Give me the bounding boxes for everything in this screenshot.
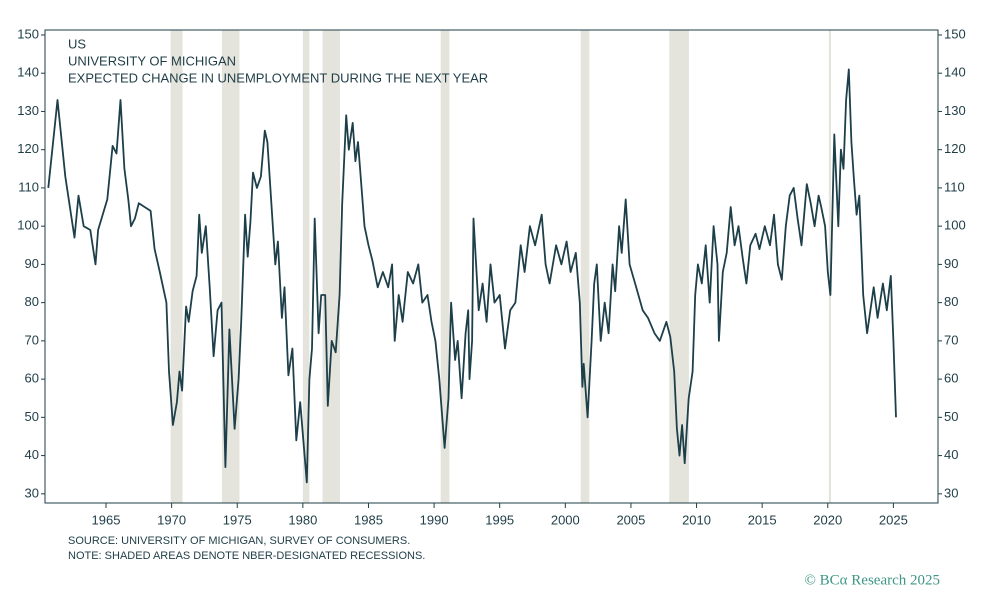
y2-tick-label: 90 <box>944 256 958 271</box>
y-tick-label: 80 <box>25 294 39 309</box>
data-line <box>47 68 897 484</box>
x-tick-label: 1985 <box>354 512 383 527</box>
y-tick-label: 120 <box>17 141 39 156</box>
y-tick-label: 70 <box>25 332 39 347</box>
x-tick-label: 1970 <box>157 512 186 527</box>
y-tick-label: 150 <box>17 26 39 41</box>
y-tick-label: 90 <box>25 256 39 271</box>
y-tick-label: 50 <box>25 409 39 424</box>
y-tick-label: 30 <box>25 485 39 500</box>
credit: © BCα Research 2025 <box>805 572 940 588</box>
chart-title: UNIVERSITY OF MICHIGAN <box>68 53 236 68</box>
y2-tick-label: 30 <box>944 485 958 500</box>
x-tick-label: 2000 <box>551 512 580 527</box>
y2-tick-label: 130 <box>944 103 966 118</box>
x-tick-label: 2015 <box>748 512 777 527</box>
y-tick-label: 100 <box>17 218 39 233</box>
y2-tick-label: 60 <box>944 371 958 386</box>
y-tick-label: 110 <box>18 179 39 194</box>
recession-band <box>440 30 450 503</box>
recession-band <box>170 30 183 503</box>
y2-tick-label: 100 <box>944 218 966 233</box>
x-tick-label: 1990 <box>420 512 449 527</box>
recession-band <box>322 30 340 503</box>
source-note: NOTE: SHADED AREAS DENOTE NBER-DESIGNATE… <box>68 550 425 562</box>
chart-title: EXPECTED CHANGE IN UNEMPLOYMENT DURING T… <box>68 70 488 85</box>
chart-title: US <box>68 36 86 51</box>
x-tick-label: 1980 <box>288 512 317 527</box>
x-tick-label: 1975 <box>223 512 252 527</box>
y-tick-label: 140 <box>17 65 39 80</box>
source-note: SOURCE: UNIVERSITY OF MICHIGAN, SURVEY O… <box>68 535 410 547</box>
y2-tick-label: 150 <box>944 26 966 41</box>
y2-tick-label: 140 <box>944 65 966 80</box>
y2-tick-label: 50 <box>944 409 958 424</box>
y2-tick-label: 40 <box>944 447 958 462</box>
y2-tick-label: 70 <box>944 332 958 347</box>
x-tick-label: 2020 <box>813 512 842 527</box>
x-tick-label: 1995 <box>485 512 514 527</box>
y-tick-label: 130 <box>17 103 39 118</box>
y2-tick-label: 80 <box>944 294 958 309</box>
x-tick-label: 2010 <box>682 512 711 527</box>
recession-band <box>828 30 832 503</box>
x-tick-label: 1965 <box>92 512 121 527</box>
x-tick-label: 2025 <box>879 512 908 527</box>
plot-frame <box>44 29 939 504</box>
recession-band <box>221 30 240 503</box>
recession-band <box>580 30 590 503</box>
y2-tick-label: 120 <box>944 141 966 156</box>
x-tick-label: 2005 <box>616 512 645 527</box>
y2-tick-label: 110 <box>944 179 965 194</box>
recession-band <box>302 30 310 503</box>
y-tick-label: 40 <box>25 447 39 462</box>
plot: 30 30 40 40 50 50 60 60 70 70 80 80 90 90 100 100 110 110… <box>17 26 965 527</box>
y-tick-label: 60 <box>25 371 39 386</box>
